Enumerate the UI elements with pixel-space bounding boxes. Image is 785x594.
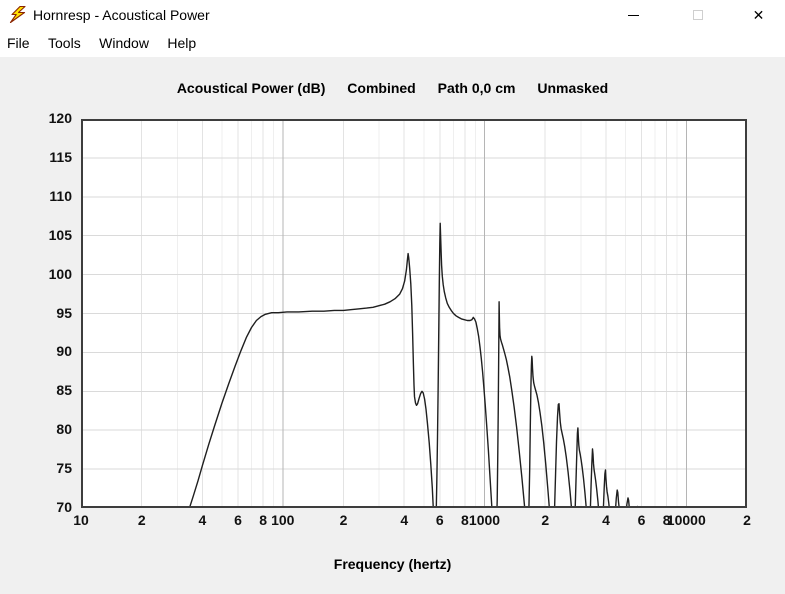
close-button[interactable]: ✕ xyxy=(736,0,781,30)
x-tick-label: 100 xyxy=(271,512,295,528)
chart-title-path: Path 0,0 cm xyxy=(437,80,516,96)
plot-area xyxy=(81,119,747,508)
x-tick-label: 4 xyxy=(602,512,610,528)
y-tick-label: 90 xyxy=(56,343,72,360)
chart-client-area: Acoustical Power (dB) Combined Path 0,0 … xyxy=(0,57,785,594)
lightning-bolt-icon xyxy=(9,6,26,24)
menu-file[interactable]: File xyxy=(7,35,30,51)
x-tick-label: 4 xyxy=(198,512,207,528)
menu-window[interactable]: Window xyxy=(99,35,149,51)
minimize-button[interactable] xyxy=(611,0,656,30)
x-tick-label: 2 xyxy=(339,512,348,528)
close-icon: ✕ xyxy=(752,7,765,23)
x-tick-label: 8 xyxy=(259,512,268,528)
title-bar: Hornresp - Acoustical Power ✕ xyxy=(0,0,785,30)
x-tick-label: 2 xyxy=(137,512,146,528)
x-tick-label: 10 xyxy=(73,512,89,528)
y-tick-label: 95 xyxy=(56,304,72,321)
x-tick-label: 8 xyxy=(662,512,671,528)
x-tick-label: 1000 xyxy=(468,512,501,528)
x-tick-label: 2 xyxy=(541,512,550,528)
y-tick-label: 75 xyxy=(56,460,72,477)
plot-container xyxy=(81,119,747,508)
y-tick-label: 80 xyxy=(56,421,72,438)
x-tick-label: 4 xyxy=(400,512,409,528)
gridlines-decade xyxy=(282,121,687,506)
y-tick-label: 70 xyxy=(56,499,72,515)
menu-help[interactable]: Help xyxy=(167,35,197,51)
x-tick-label: 6 xyxy=(435,512,444,528)
window-title: Hornresp - Acoustical Power xyxy=(33,7,210,23)
chart-title-quantity: Acoustical Power (dB) xyxy=(176,80,326,96)
maximize-button[interactable] xyxy=(675,0,720,30)
x-tick-label: 6 xyxy=(234,512,242,528)
y-tick-label: 115 xyxy=(49,148,72,165)
chart-title-masking: Unmasked xyxy=(537,80,609,96)
x-tick-label: 2 xyxy=(743,512,751,528)
x-tick-label: 10000 xyxy=(666,512,706,528)
y-tick-label: 100 xyxy=(48,265,72,282)
x-tick-label: 8 xyxy=(461,512,469,528)
chart-title-mode: Combined xyxy=(347,80,416,96)
y-tick-label: 85 xyxy=(56,382,72,399)
y-tick-label: 110 xyxy=(49,187,72,204)
minimize-icon xyxy=(628,14,639,16)
y-tick-label: 120 xyxy=(48,110,72,126)
chart-title: Acoustical Power (dB) Combined Path 0,0 … xyxy=(0,80,785,96)
menu-tools[interactable]: Tools xyxy=(48,35,81,51)
maximize-icon xyxy=(692,10,703,20)
menu-bar: File Tools Window Help xyxy=(0,30,785,57)
y-tick-label: 105 xyxy=(48,226,72,243)
response-curve xyxy=(189,222,639,506)
x-axis-title: Frequency (hertz) xyxy=(333,556,452,572)
x-tick-label: 6 xyxy=(637,512,646,528)
